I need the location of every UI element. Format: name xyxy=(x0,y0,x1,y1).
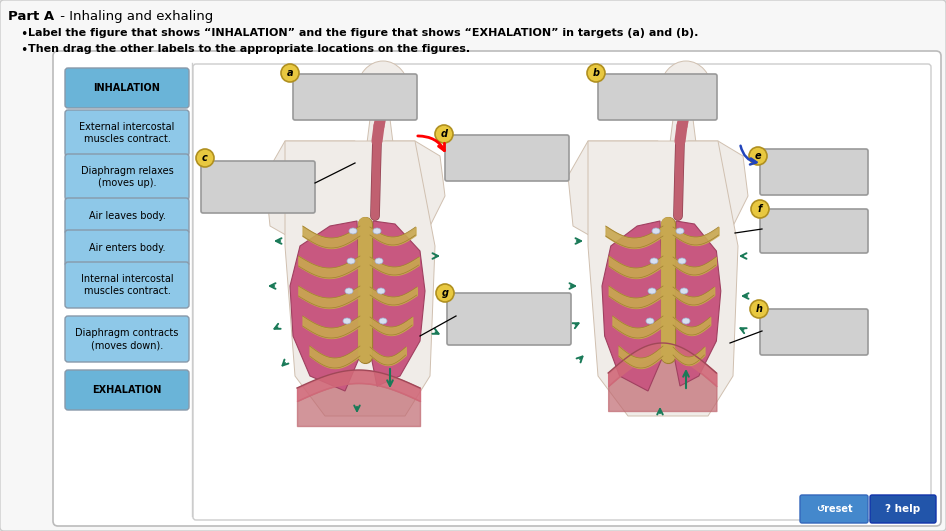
Ellipse shape xyxy=(377,288,385,294)
Polygon shape xyxy=(688,141,748,236)
FancyBboxPatch shape xyxy=(447,293,571,345)
FancyBboxPatch shape xyxy=(65,316,189,362)
Ellipse shape xyxy=(373,228,381,234)
Text: - Inhaling and exhaling: - Inhaling and exhaling xyxy=(56,10,213,23)
Circle shape xyxy=(436,284,454,302)
Ellipse shape xyxy=(379,318,387,324)
Ellipse shape xyxy=(343,318,351,324)
Text: Air leaves body.: Air leaves body. xyxy=(89,211,166,221)
Text: Part A: Part A xyxy=(8,10,54,23)
FancyBboxPatch shape xyxy=(65,198,189,234)
Circle shape xyxy=(751,200,769,218)
Text: EXHALATION: EXHALATION xyxy=(93,385,162,395)
Text: a: a xyxy=(287,68,293,78)
FancyBboxPatch shape xyxy=(293,74,417,120)
Circle shape xyxy=(196,149,214,167)
Text: ↺reset: ↺reset xyxy=(815,504,852,514)
Polygon shape xyxy=(290,221,360,391)
FancyBboxPatch shape xyxy=(65,262,189,308)
Text: h: h xyxy=(756,304,762,314)
FancyBboxPatch shape xyxy=(760,149,868,195)
Polygon shape xyxy=(285,141,435,416)
FancyBboxPatch shape xyxy=(65,110,189,156)
Circle shape xyxy=(749,147,767,165)
FancyBboxPatch shape xyxy=(760,209,868,253)
Ellipse shape xyxy=(650,258,658,264)
Circle shape xyxy=(281,64,299,82)
Ellipse shape xyxy=(680,288,688,294)
Text: Diaphragm relaxes
(moves up).: Diaphragm relaxes (moves up). xyxy=(80,166,173,188)
FancyBboxPatch shape xyxy=(53,51,941,526)
Ellipse shape xyxy=(347,258,355,264)
Ellipse shape xyxy=(676,228,684,234)
Polygon shape xyxy=(673,221,721,386)
Text: •: • xyxy=(20,44,27,57)
Text: b: b xyxy=(592,68,600,78)
Text: f: f xyxy=(758,204,762,214)
Text: c: c xyxy=(202,153,208,163)
FancyBboxPatch shape xyxy=(193,64,931,520)
Ellipse shape xyxy=(357,61,409,121)
FancyBboxPatch shape xyxy=(201,161,315,213)
FancyBboxPatch shape xyxy=(800,495,868,523)
Polygon shape xyxy=(367,119,393,143)
Text: Internal intercostal
muscles contract.: Internal intercostal muscles contract. xyxy=(80,274,173,296)
FancyBboxPatch shape xyxy=(445,135,569,181)
FancyBboxPatch shape xyxy=(65,370,189,410)
Text: Label the figure that shows “INHALATION” and the figure that shows “EXHALATION” : Label the figure that shows “INHALATION”… xyxy=(28,28,698,38)
Text: External intercostal
muscles contract.: External intercostal muscles contract. xyxy=(79,122,175,144)
Ellipse shape xyxy=(648,288,656,294)
Ellipse shape xyxy=(349,228,357,234)
Text: g: g xyxy=(442,288,448,298)
Ellipse shape xyxy=(652,228,660,234)
Ellipse shape xyxy=(660,61,712,121)
Polygon shape xyxy=(265,141,355,246)
Ellipse shape xyxy=(345,288,353,294)
Text: Then drag the other labels to the appropriate locations on the figures.: Then drag the other labels to the approp… xyxy=(28,44,470,54)
Circle shape xyxy=(750,300,768,318)
Text: Diaphragm contracts
(moves down).: Diaphragm contracts (moves down). xyxy=(76,328,179,350)
Polygon shape xyxy=(370,221,425,386)
Ellipse shape xyxy=(678,258,686,264)
Polygon shape xyxy=(385,141,445,236)
FancyBboxPatch shape xyxy=(65,68,189,108)
Text: d: d xyxy=(441,129,447,139)
Circle shape xyxy=(587,64,605,82)
Ellipse shape xyxy=(646,318,654,324)
Ellipse shape xyxy=(682,318,690,324)
Text: INHALATION: INHALATION xyxy=(94,83,161,93)
FancyBboxPatch shape xyxy=(598,74,717,120)
Circle shape xyxy=(435,125,453,143)
Text: •: • xyxy=(20,28,27,41)
FancyBboxPatch shape xyxy=(65,230,189,266)
Text: e: e xyxy=(755,151,762,161)
Polygon shape xyxy=(568,141,658,246)
Text: ? help: ? help xyxy=(885,504,920,514)
FancyBboxPatch shape xyxy=(760,309,868,355)
FancyBboxPatch shape xyxy=(65,154,189,200)
Text: Air enters body.: Air enters body. xyxy=(89,243,166,253)
Ellipse shape xyxy=(375,258,383,264)
Polygon shape xyxy=(602,221,663,391)
Polygon shape xyxy=(588,141,738,416)
Polygon shape xyxy=(670,119,696,143)
FancyBboxPatch shape xyxy=(870,495,936,523)
